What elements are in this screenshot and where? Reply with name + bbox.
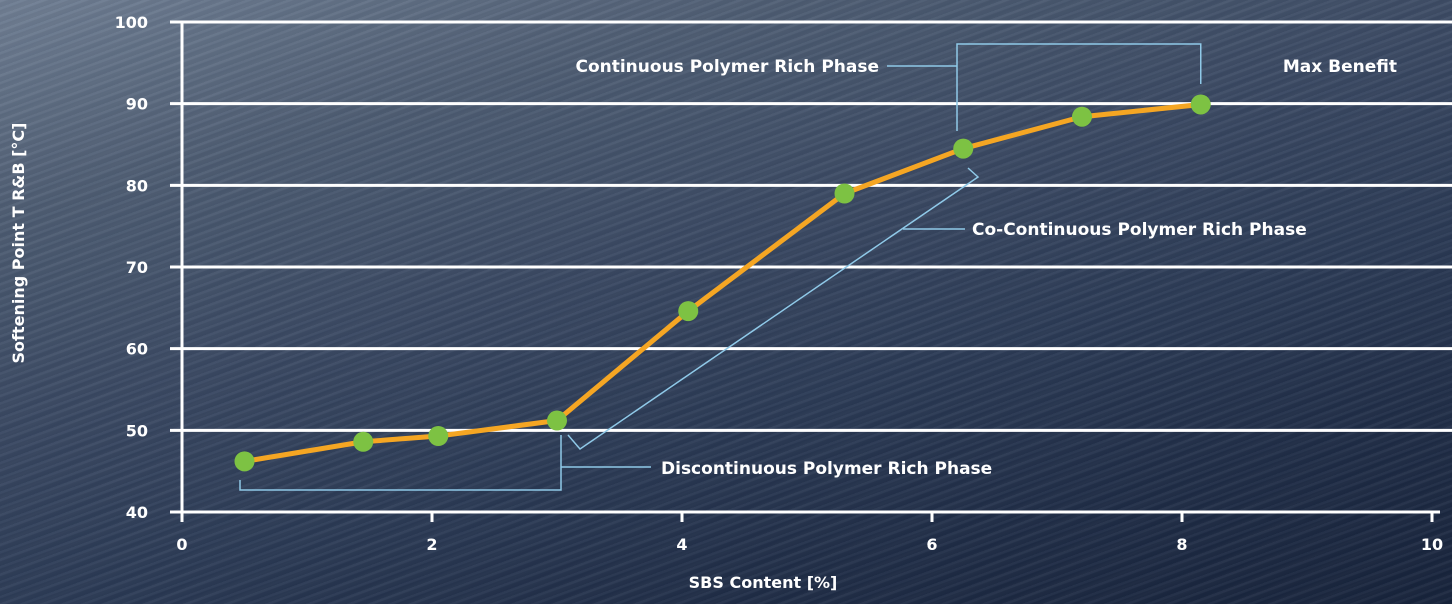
x-tick-label: 8 xyxy=(1176,535,1187,554)
annotations: Continuous Polymer Rich Phase Max Benefit… xyxy=(239,43,1397,491)
y-tick-label: 50 xyxy=(126,421,148,440)
discontinuous-bracket xyxy=(239,435,562,491)
series-line xyxy=(242,101,1204,464)
x-tick-label: 4 xyxy=(676,535,687,554)
y-tick-label: 100 xyxy=(115,13,148,32)
max-benefit-label: Max Benefit xyxy=(1283,57,1397,77)
x-axis-title: SBS Content [%] xyxy=(689,573,838,592)
axes: 40 50 60 70 80 90 100 0 2 4 6 8 10 SBS Content [%] Sof… xyxy=(9,13,1443,592)
data-point xyxy=(1190,94,1211,115)
data-point xyxy=(678,301,699,322)
y-tick-label: 60 xyxy=(126,340,148,359)
continuous-phase-label: Continuous Polymer Rich Phase xyxy=(575,57,879,77)
co-continuous-bracket xyxy=(567,167,980,450)
x-tick-label: 6 xyxy=(926,535,937,554)
x-tick-label: 2 xyxy=(426,535,437,554)
y-tick-label: 70 xyxy=(126,258,148,277)
y-tick-label: 80 xyxy=(126,176,148,195)
data-point xyxy=(428,426,449,447)
discontinuous-phase-label: Discontinuous Polymer Rich Phase xyxy=(661,459,992,479)
data-point xyxy=(953,138,974,159)
x-tick-label: 0 xyxy=(176,535,187,554)
data-point xyxy=(353,431,374,452)
y-tick-label: 40 xyxy=(126,503,148,522)
data-point xyxy=(547,410,567,431)
x-tick-label: 10 xyxy=(1421,535,1443,554)
co-continuous-phase-label: Co-Continuous Polymer Rich Phase xyxy=(972,220,1307,240)
y-axis-title: Softening Point T R&B [°C] xyxy=(9,123,28,364)
series xyxy=(234,94,1211,472)
data-point xyxy=(234,451,255,472)
data-point xyxy=(1072,106,1092,127)
grid-lines xyxy=(170,20,1452,514)
data-point xyxy=(834,183,855,204)
max-benefit-bracket xyxy=(956,43,1202,131)
y-tick-label: 90 xyxy=(126,95,148,114)
